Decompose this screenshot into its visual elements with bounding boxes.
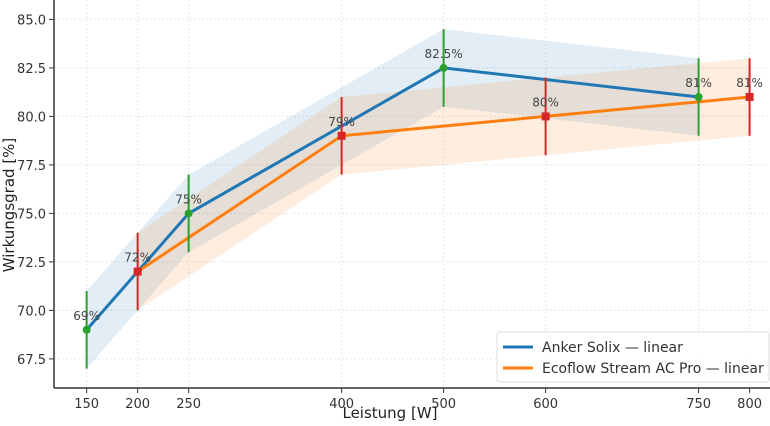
data-label: 81%: [736, 76, 763, 90]
legend-box: [496, 331, 770, 383]
x-tick-label: 400: [329, 397, 354, 412]
y-tick-label: 85.0: [17, 13, 46, 28]
data-label: 81%: [685, 76, 712, 90]
y-tick-label: 77.5: [17, 159, 46, 174]
data-label: 69%: [73, 309, 100, 323]
data-label: 82.5%: [425, 47, 463, 61]
data-label: 72%: [124, 251, 151, 265]
x-tick-label: 750: [686, 397, 711, 412]
x-tick-label: 250: [176, 397, 201, 412]
x-tick-label: 500: [431, 397, 456, 412]
error-bars: [82, 29, 754, 369]
data-label: 75%: [175, 192, 202, 206]
data-point: [439, 63, 448, 72]
y-tick-label: 82.5: [17, 62, 46, 77]
x-tick-label: 150: [74, 397, 99, 412]
x-tick-label: 600: [533, 397, 558, 412]
y-tick-label: 70.0: [17, 304, 46, 319]
series-line-1: [136, 95, 750, 273]
confidence-band-1: [137, 58, 750, 311]
data-point: [745, 93, 754, 101]
y-tick-label: 67.5: [17, 353, 46, 368]
y-tick-label: 75.0: [17, 207, 46, 222]
y-tick-label: 80.0: [17, 110, 46, 125]
legend: Anker Solix — linear Ecoflow Stream AC P…: [496, 331, 770, 383]
data-point: [82, 325, 91, 334]
x-tick-label: 800: [737, 397, 762, 412]
data-point: [541, 112, 550, 121]
axes: 67.5 70.0 72.5 75.0 77.5 80.0 82.5 85.0 150 200 25…: [17, 0, 770, 412]
data-label: 79%: [328, 115, 355, 129]
data-point: [184, 209, 193, 218]
data-point: [337, 131, 346, 140]
y-axis-label: Wirkungsgrad [%]: [0, 138, 18, 273]
data-point: [694, 93, 703, 101]
x-axis-label: Leistung [W]: [342, 404, 437, 422]
data-labels: 69% 75% 82.5% 81% 72% 79% 80% 81%: [73, 47, 763, 323]
grid: [54, 0, 770, 388]
legend-label-anker: Anker Solix — linear: [542, 340, 683, 356]
y-tick-label: 72.5: [17, 256, 46, 271]
data-label: 80%: [532, 95, 559, 109]
legend-label-ecoflow: Ecoflow Stream AC Pro — linear: [542, 361, 764, 377]
x-tick-label: 200: [125, 397, 150, 412]
data-point: [133, 267, 142, 276]
